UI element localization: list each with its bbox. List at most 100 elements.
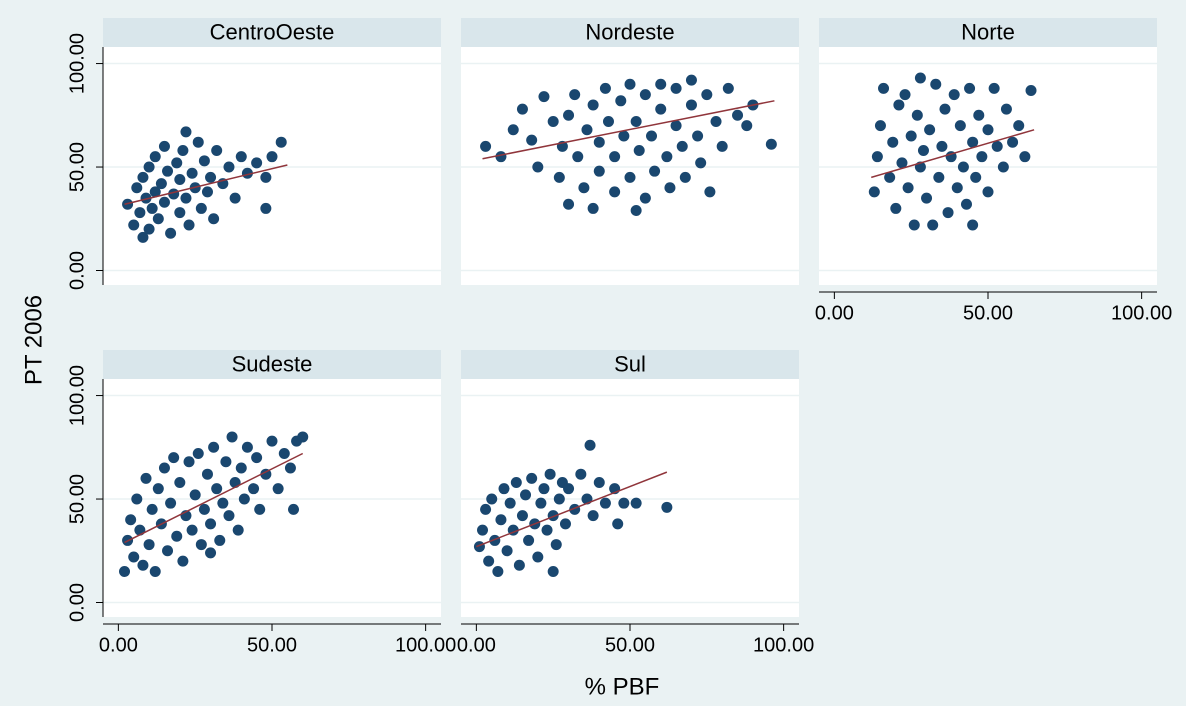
y-tick-label: 100.00	[66, 33, 88, 94]
scatter-point	[563, 198, 575, 210]
scatter-point	[146, 202, 158, 214]
scatter-point	[587, 510, 599, 522]
scatter-point	[198, 155, 210, 167]
x-tick-label: 50.00	[963, 302, 1013, 324]
scatter-point	[973, 109, 985, 121]
scatter-point	[584, 439, 596, 451]
x-axis-label: % PBF	[585, 673, 660, 700]
scatter-point	[1019, 151, 1031, 163]
scatter-point	[254, 503, 266, 515]
scatter-point	[988, 82, 1000, 94]
scatter-point	[553, 171, 565, 183]
plot-layer	[103, 394, 441, 604]
scatter-point	[171, 530, 183, 542]
scatter-point	[609, 151, 621, 163]
scatter-point	[575, 468, 587, 480]
scatter-point	[982, 186, 994, 198]
fit-line	[871, 129, 1035, 179]
scatter-point	[498, 483, 510, 495]
scatter-point	[599, 82, 611, 94]
scatter-point	[492, 565, 504, 577]
scatter-point	[587, 99, 599, 111]
scatter-point	[217, 497, 229, 509]
scatter-point	[967, 219, 979, 231]
scatter-point	[954, 120, 966, 132]
x-tick-label: 100.00	[753, 634, 814, 656]
scatter-point	[162, 165, 174, 177]
scatter-point	[618, 497, 630, 509]
scatter-point	[214, 534, 226, 546]
scatter-point	[501, 545, 513, 557]
scatter-point	[902, 182, 914, 194]
scatter-point	[171, 157, 183, 169]
scatter-point	[878, 82, 890, 94]
scatter-point	[149, 565, 161, 577]
fit-line	[482, 100, 775, 160]
plot-area	[819, 47, 1157, 285]
scatter-point	[205, 171, 217, 183]
scatter-point	[871, 151, 883, 163]
scatter-point	[661, 501, 673, 513]
scatter-point	[964, 82, 976, 94]
scatter-point	[679, 171, 691, 183]
scatter-point	[483, 555, 495, 567]
scatter-point	[226, 431, 238, 443]
x-tick-label: 0.00	[815, 302, 854, 324]
scatter-point	[538, 91, 550, 103]
scatter-point	[970, 171, 982, 183]
scatter-point	[664, 182, 676, 194]
scatter-point	[520, 489, 532, 501]
scatter-point	[685, 99, 697, 111]
scatter-point	[701, 89, 713, 101]
scatter-point	[704, 186, 716, 198]
scatter-point	[661, 151, 673, 163]
scatter-point	[146, 503, 158, 515]
panel-header	[103, 350, 441, 379]
scatter-point	[195, 539, 207, 551]
scatter-point	[997, 161, 1009, 173]
scatter-point	[174, 476, 186, 488]
scatter-point	[229, 192, 241, 204]
scatter-point	[615, 95, 627, 107]
scatter-point	[128, 551, 140, 563]
scatter-point	[602, 116, 614, 128]
scatter-point	[495, 151, 507, 163]
scatter-point	[905, 130, 917, 142]
scatter-point	[174, 173, 186, 185]
scatter-point	[967, 136, 979, 148]
scatter-point	[991, 140, 1003, 152]
scatter-point	[177, 555, 189, 567]
scatter-point	[893, 99, 905, 111]
scatter-point	[630, 204, 642, 216]
scatter-point	[288, 503, 300, 515]
scatter-point	[646, 130, 658, 142]
scatter-point	[516, 510, 528, 522]
scatter-point	[896, 157, 908, 169]
scatter-point	[480, 140, 492, 152]
scatter-point	[516, 103, 528, 115]
scatter-point	[526, 134, 538, 146]
scatter-point	[948, 89, 960, 101]
scatter-point	[131, 493, 143, 505]
scatter-point	[507, 124, 519, 136]
scatter-point	[486, 493, 498, 505]
x-tick-label: 50.00	[247, 634, 297, 656]
scatter-point	[630, 497, 642, 509]
scatter-point	[535, 497, 547, 509]
scatter-point	[183, 219, 195, 231]
scatter-point	[532, 161, 544, 173]
scatter-point	[655, 78, 667, 90]
scatter-point	[260, 171, 272, 183]
panel-title: Nordeste	[585, 19, 674, 44]
scatter-point	[473, 541, 485, 553]
y-tick-label: 0.00	[66, 251, 88, 290]
scatter-point	[593, 476, 605, 488]
scatter-point	[563, 109, 575, 121]
scatter-point	[208, 441, 220, 453]
scatter-point	[563, 483, 575, 495]
scatter-point	[670, 82, 682, 94]
scatter-point	[927, 219, 939, 231]
scatter-point	[526, 472, 538, 484]
scatter-point	[186, 524, 198, 536]
scatter-point	[297, 431, 309, 443]
